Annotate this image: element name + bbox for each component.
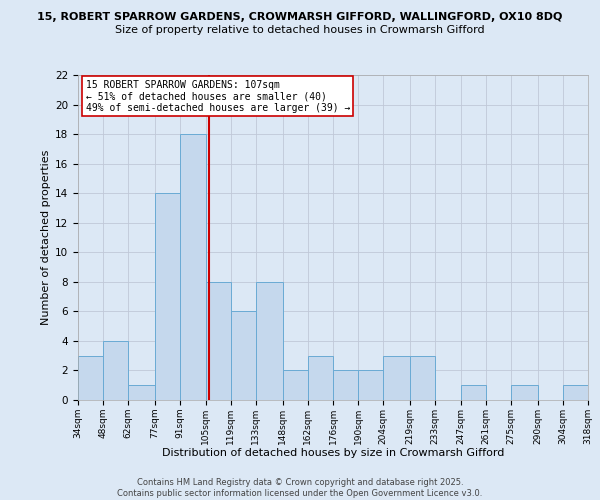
Text: 15, ROBERT SPARROW GARDENS, CROWMARSH GIFFORD, WALLINGFORD, OX10 8DQ: 15, ROBERT SPARROW GARDENS, CROWMARSH GI… — [37, 12, 563, 22]
Bar — [78, 356, 103, 400]
Bar — [181, 134, 205, 400]
Bar — [308, 356, 333, 400]
Y-axis label: Number of detached properties: Number of detached properties — [41, 150, 51, 325]
Bar — [383, 356, 410, 400]
Bar — [511, 385, 538, 400]
Bar — [256, 282, 283, 400]
Bar — [283, 370, 308, 400]
Bar — [461, 385, 485, 400]
Text: Size of property relative to detached houses in Crowmarsh Gifford: Size of property relative to detached ho… — [115, 25, 485, 35]
Bar — [358, 370, 383, 400]
Bar — [103, 341, 128, 400]
Bar — [230, 312, 256, 400]
Bar — [333, 370, 358, 400]
Bar — [128, 385, 155, 400]
X-axis label: Distribution of detached houses by size in Crowmarsh Gifford: Distribution of detached houses by size … — [162, 448, 504, 458]
Bar — [410, 356, 436, 400]
Text: Contains HM Land Registry data © Crown copyright and database right 2025.
Contai: Contains HM Land Registry data © Crown c… — [118, 478, 482, 498]
Bar — [155, 193, 181, 400]
Text: 15 ROBERT SPARROW GARDENS: 107sqm
← 51% of detached houses are smaller (40)
49% : 15 ROBERT SPARROW GARDENS: 107sqm ← 51% … — [86, 80, 350, 113]
Bar — [563, 385, 588, 400]
Bar — [205, 282, 230, 400]
